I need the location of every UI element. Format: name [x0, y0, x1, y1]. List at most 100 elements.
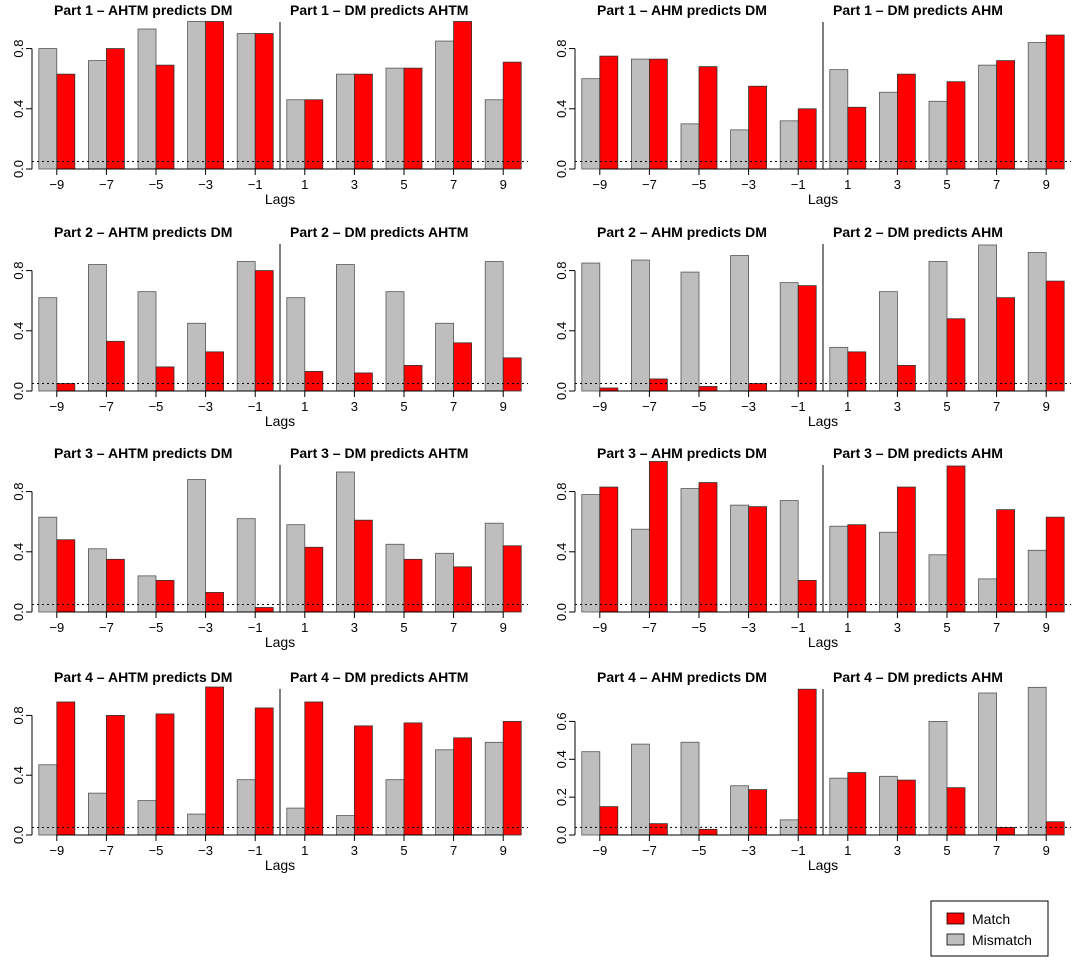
bar-mismatch	[286, 297, 306, 392]
bar-mismatch	[385, 291, 405, 392]
bar-mismatch	[928, 554, 948, 613]
bar-mismatch	[829, 777, 849, 836]
panel-title-left: Part 3 – AHM predicts DM	[597, 445, 767, 461]
x-tick-label: 1	[844, 843, 851, 858]
x-tick-label: −9	[49, 620, 64, 635]
bar-mismatch	[435, 749, 455, 836]
bar-match	[56, 73, 76, 170]
y-tick-label: 0.8	[554, 262, 569, 280]
bar-match	[897, 73, 916, 170]
x-tick-label: 7	[450, 399, 457, 414]
bar-mismatch	[631, 259, 650, 392]
bar-match	[649, 58, 668, 170]
bar-match	[453, 21, 473, 170]
x-tick-label: 5	[400, 843, 407, 858]
x-tick-label: 7	[993, 620, 1000, 635]
bar-mismatch	[730, 255, 749, 392]
bar-match	[599, 806, 619, 836]
bar-mismatch	[236, 518, 256, 613]
bar-match	[996, 297, 1015, 392]
bar-mismatch	[1027, 549, 1047, 613]
y-tick-label: 0.4	[554, 322, 569, 340]
x-tick-label: −1	[248, 177, 263, 192]
x-tick-label: 5	[400, 620, 407, 635]
y-tick-label: 0.0	[554, 382, 569, 400]
panel-title-right: Part 2 – DM predicts AHTM	[290, 224, 468, 240]
bar-mismatch	[137, 575, 157, 613]
x-tick-label: 5	[943, 399, 950, 414]
bar-match	[649, 461, 668, 613]
bar-mismatch	[286, 524, 306, 613]
y-tick-label: 0.0	[554, 826, 569, 844]
x-tick-label: −5	[149, 177, 164, 192]
bar-match	[56, 539, 76, 613]
bar-mismatch	[829, 69, 849, 170]
x-tick-label: 1	[844, 177, 851, 192]
x-tick-label: −1	[791, 177, 806, 192]
bar-match	[698, 828, 718, 836]
bar-mismatch	[385, 543, 405, 613]
legend: Match Mismatch	[930, 900, 1049, 957]
y-tick-label: 0.4	[11, 766, 26, 784]
panel-title-left: Part 2 – AHTM predicts DM	[54, 224, 232, 240]
bar-mismatch	[38, 297, 58, 392]
x-tick-label: 5	[400, 177, 407, 192]
panel-3: Part 2 – AHTM predicts DM Part 2 – DM pre…	[11, 224, 528, 429]
bar-match	[304, 371, 324, 392]
bar-match	[1045, 821, 1065, 836]
x-tick-label: −9	[592, 620, 607, 635]
bar-match	[304, 546, 324, 613]
bar-mismatch	[879, 291, 898, 392]
x-tick-label: 3	[894, 620, 901, 635]
x-tick-label: 3	[351, 177, 358, 192]
x-tick-label: −7	[99, 399, 114, 414]
x-tick-label: −1	[248, 843, 263, 858]
y-tick-label: 0.8	[11, 706, 26, 724]
bar-match	[996, 60, 1015, 170]
y-tick-label: 0.4	[11, 543, 26, 561]
bar-mismatch	[137, 28, 157, 170]
bar-match	[748, 789, 767, 836]
x-tick-label: 7	[993, 177, 1000, 192]
y-tick-label: 0.6	[554, 712, 569, 730]
x-tick-label: −1	[248, 620, 263, 635]
y-tick-label: 0.4	[11, 100, 26, 118]
x-tick-label: −7	[99, 177, 114, 192]
x-tick-label: 1	[301, 177, 308, 192]
x-tick-label: −3	[741, 843, 756, 858]
x-tick-label: 3	[894, 843, 901, 858]
bar-match	[797, 688, 817, 836]
bar-mismatch	[581, 751, 601, 836]
y-tick-label: 0.0	[11, 826, 26, 844]
bar-match	[453, 737, 473, 836]
bar-match	[403, 67, 423, 170]
bar-mismatch	[187, 813, 207, 836]
x-tick-label: 5	[943, 620, 950, 635]
bar-mismatch	[286, 807, 306, 836]
x-tick-label: −7	[642, 399, 657, 414]
x-tick-label: 1	[844, 620, 851, 635]
y-tick-label: 0.8	[11, 262, 26, 280]
x-tick-label: −3	[198, 620, 213, 635]
bar-mismatch	[435, 40, 455, 170]
bar-match	[897, 365, 916, 392]
bar-match	[205, 592, 225, 613]
bar-mismatch	[879, 531, 898, 613]
bar-mismatch	[38, 764, 58, 836]
x-tick-label: −5	[692, 177, 707, 192]
legend-mismatch-swatch	[946, 933, 965, 946]
x-tick-label: −5	[692, 843, 707, 858]
panel-title-left: Part 2 – AHM predicts DM	[597, 224, 767, 240]
bar-match	[353, 519, 373, 613]
bar-mismatch	[236, 261, 256, 392]
bar-match	[748, 383, 767, 392]
bar-mismatch	[978, 578, 997, 613]
bar-mismatch	[581, 78, 601, 170]
x-tick-label: −9	[592, 399, 607, 414]
bar-match	[502, 61, 522, 170]
x-tick-label: −3	[198, 843, 213, 858]
bar-match	[106, 48, 125, 170]
x-tick-label: 7	[450, 177, 457, 192]
bar-match	[155, 64, 175, 170]
bar-mismatch	[335, 73, 355, 170]
